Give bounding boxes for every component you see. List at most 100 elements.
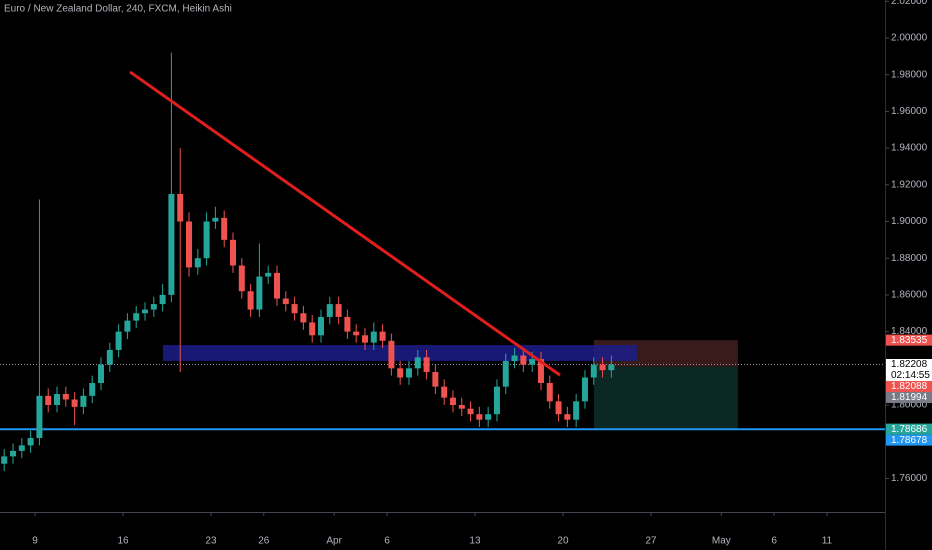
x-tick-label: 16 [117,536,129,547]
candle-body [133,313,140,321]
candle-body [414,357,421,369]
price-marker [886,434,932,446]
x-tick-label: 6 [771,536,777,547]
candle-body [388,340,395,369]
candle-body [564,414,571,420]
price-marker [886,423,932,435]
candle-body [344,316,351,332]
candle-body [573,401,580,420]
candle-body [54,394,61,406]
candle-body [405,368,412,378]
candle-body [458,405,465,409]
y-tick-label: 1.90000 [891,216,928,227]
candle-body [520,355,527,365]
x-tick-label: 9 [32,536,38,547]
candle-body [555,401,562,415]
candle-body [608,364,615,371]
candle-body [599,364,606,371]
candle-body [71,399,78,407]
candle-body [89,382,96,396]
candle-body [115,331,122,350]
candle-body [177,193,184,222]
resistance-zone [162,345,637,361]
candle-body [150,304,157,310]
y-tick-label: 1.84000 [891,326,928,337]
trendline [129,70,561,377]
price-marker-label: 1.81994 [891,392,928,403]
candle-body [265,272,272,277]
candle-body [194,258,201,268]
candle-body [432,371,439,387]
candle-body [467,408,474,415]
candle-body [511,355,518,361]
candle-body [300,313,307,323]
candle-body [485,414,492,420]
y-tick-label: 2.02000 [891,0,928,7]
price-marker [886,391,932,403]
candle-body [168,193,175,295]
x-tick-label: Apr [326,536,342,547]
price-marker-label: 1.78686 [891,424,928,435]
y-tick-label: 1.76000 [891,473,928,484]
candle-body [124,320,131,332]
x-tick-label: 13 [469,536,481,547]
y-tick-label: 1.96000 [891,106,928,117]
candle-body [370,331,377,343]
candle-body [62,394,69,400]
candle-body [27,438,34,446]
candle-body [379,331,386,341]
candle-body [282,298,289,305]
candle-body [45,395,52,406]
y-tick-label: 1.98000 [891,69,928,80]
y-tick-label: 1.80000 [891,400,928,411]
candle-body [203,221,210,259]
price-marker [886,380,932,392]
candle-body [397,368,404,378]
y-tick-label: 2.00000 [891,33,928,44]
candle-body [159,294,166,305]
candle-body [590,364,597,378]
candle-body [317,316,324,336]
y-tick-label: 1.94000 [891,143,928,154]
candle-body [361,335,368,343]
candle-body [353,331,360,336]
candle-body [256,276,263,310]
candle-body [476,414,483,420]
x-tick-label: May [712,536,731,547]
candle-body [581,377,588,402]
candle-body [221,217,228,240]
candle-body [247,291,254,310]
candle-body [326,304,333,317]
price-marker [886,334,932,346]
candle-body [449,397,456,406]
y-tick-label: 1.86000 [891,290,928,301]
candle-body [423,357,430,372]
candle-body [291,304,298,314]
x-tick-label: 26 [258,536,270,547]
position-target-zone [593,366,738,430]
candle-body [142,309,149,314]
candle-body [493,386,500,415]
candle-body [238,265,245,292]
candle-body [1,456,8,464]
candle-body [106,349,113,365]
x-tick-label: 11 [822,536,833,547]
candle-body [441,386,448,398]
price-marker-label: 1.82208 [891,359,928,370]
price-marker-label: 1.82088 [891,381,928,392]
countdown-label: 02:14:55 [891,370,930,381]
candle-body [273,272,280,299]
x-tick-label: 20 [557,536,569,547]
candle-body [186,221,193,268]
x-tick-label: 27 [645,536,657,547]
x-tick-label: 6 [384,536,390,547]
y-tick-label: 1.92000 [891,179,928,190]
candle-body [18,445,25,451]
candle-body [98,364,105,383]
candle-body [546,382,553,402]
chart-title: Euro / New Zealand Dollar, 240, FXCM, He… [4,4,232,15]
price-marker-label: 1.83535 [891,335,928,346]
